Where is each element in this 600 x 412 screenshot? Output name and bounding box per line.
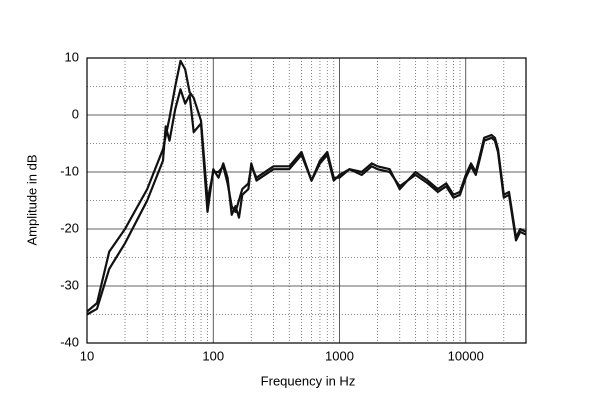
x-axis-label: Frequency in Hz [261, 373, 356, 388]
y-tick-label: -20 [60, 220, 79, 235]
y-tick-label: -30 [60, 277, 79, 292]
y-tick-label: 10 [65, 49, 79, 64]
x-tick-label: 10 [80, 348, 94, 363]
x-tick-label: 100 [202, 348, 224, 363]
y-tick-label: 0 [72, 106, 79, 121]
response-line [86, 88, 527, 316]
y-tick-label: -40 [60, 334, 79, 349]
x-tick-label: 10000 [448, 348, 484, 363]
x-tick-label: 1000 [325, 348, 354, 363]
y-tick-label: -10 [60, 163, 79, 178]
plot-frame [86, 57, 527, 344]
y-axis-label: Amplitude in dB [24, 154, 39, 245]
